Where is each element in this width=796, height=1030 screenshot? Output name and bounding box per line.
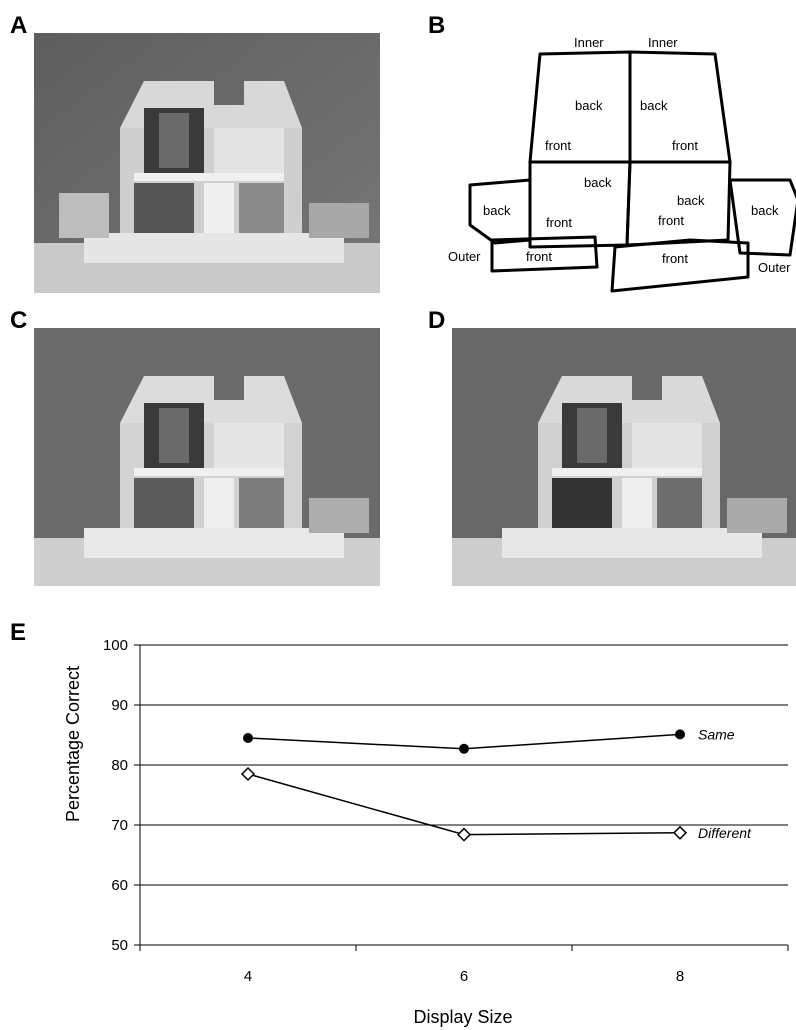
series-line-different	[247, 773, 681, 836]
point-same-8	[675, 729, 685, 740]
label-inner-right: Inner	[648, 35, 678, 50]
panel-label-d: D	[428, 307, 446, 334]
panel-label-a: A	[10, 12, 28, 39]
point-different-8	[672, 825, 688, 840]
y-tick-label-80: 80	[111, 757, 128, 774]
region-inner-lower-left	[528, 160, 632, 249]
label-porch-left-front: front	[526, 249, 552, 264]
label-side-right-back: back	[751, 203, 779, 218]
label-upper-right-back: back	[640, 98, 668, 113]
x-tick-label-8: 8	[676, 968, 684, 985]
point-different-4	[240, 766, 256, 782]
region-outer-left-side	[468, 178, 532, 245]
label-porch-right-front: front	[662, 251, 688, 266]
y-axis-title: Percentage Correct	[63, 666, 83, 822]
axes	[134, 644, 789, 951]
label-upper-left-front: front	[545, 138, 571, 153]
x-tick-label-4: 4	[244, 968, 252, 985]
dollhouse-photo-d	[452, 328, 796, 586]
region-porch-right	[610, 238, 750, 293]
x-tick-label-6: 6	[460, 968, 468, 985]
line-chart: 50 60 70 80 90 100 4 6 8 Same Different Display S…	[63, 637, 789, 1027]
y-tick-label-70: 70	[111, 817, 128, 834]
label-lower-left-back: back	[584, 175, 612, 190]
panel-label-b: B	[428, 12, 446, 39]
point-same-6	[459, 743, 469, 754]
y-tick-label-50: 50	[111, 937, 128, 954]
y-tick-label-60: 60	[111, 877, 128, 894]
series: Same Different	[240, 726, 752, 842]
point-different-6	[456, 827, 472, 842]
region-porch-left	[490, 235, 599, 273]
gridlines	[140, 644, 788, 886]
label-outer-left: Outer	[448, 249, 481, 264]
dollhouse-photo-a	[34, 33, 380, 293]
panel-label-c: C	[10, 307, 28, 334]
dollhouse-photo-c	[34, 328, 380, 586]
point-same-4	[243, 733, 253, 743]
y-tick-label-90: 90	[111, 697, 128, 714]
layout-diagram: Inner Inner back front back front back f…	[448, 35, 796, 293]
label-inner-left: Inner	[574, 35, 604, 50]
label-lower-left-front: front	[546, 215, 572, 230]
label-upper-left-back: back	[575, 98, 603, 113]
label-lower-right-front: front	[658, 213, 684, 228]
region-outer-right-side	[728, 178, 796, 257]
tick-labels: 50 60 70 80 90 100 4 6 8	[103, 637, 684, 985]
series-label-same: Same	[698, 726, 735, 742]
series-label-different: Different	[698, 825, 752, 841]
y-tick-label-100: 100	[103, 637, 128, 654]
label-outer-right: Outer	[758, 260, 791, 275]
label-side-left-back: back	[483, 203, 511, 218]
x-axis-title: Display Size	[413, 1007, 512, 1027]
region-inner-lower-right	[625, 160, 732, 247]
panel-label-e: E	[10, 619, 27, 646]
label-lower-right-back: back	[677, 193, 705, 208]
label-upper-right-front: front	[672, 138, 698, 153]
